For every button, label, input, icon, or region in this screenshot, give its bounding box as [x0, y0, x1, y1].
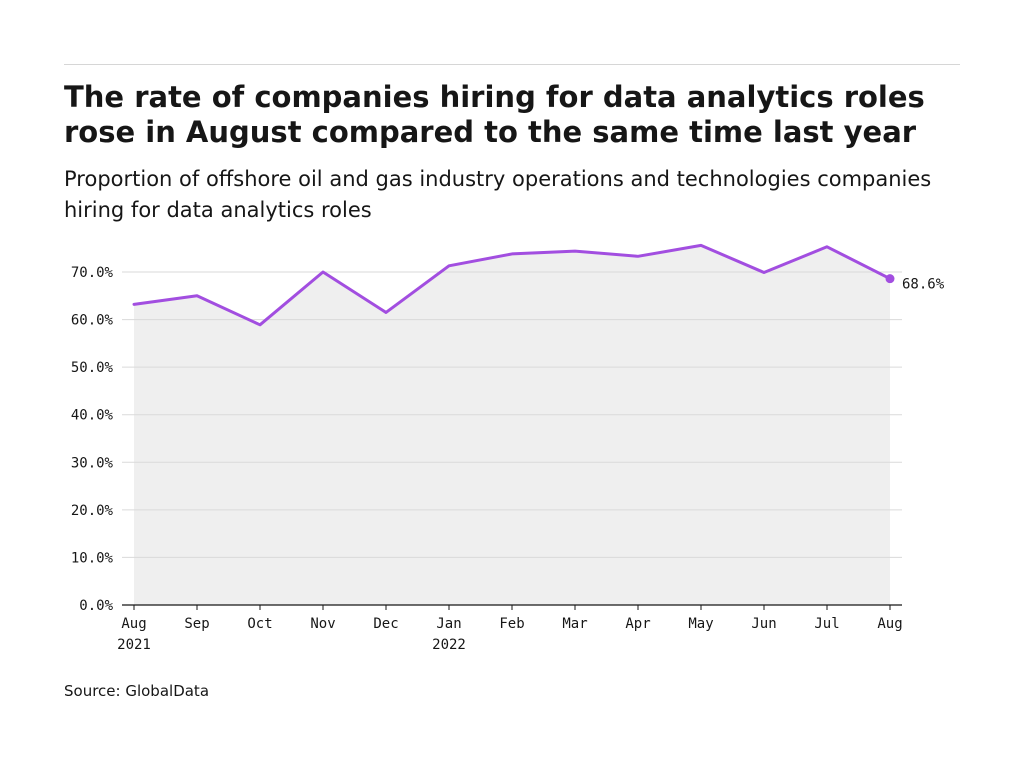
x-tick-label: Jan: [436, 616, 461, 632]
x-tick-label: Jun: [751, 616, 776, 632]
x-tick-label: Aug: [877, 616, 902, 632]
chart-title: The rate of companies hiring for data an…: [64, 80, 925, 149]
source-note: Source: GlobalData: [64, 682, 210, 700]
x-tick-label: 2022: [432, 637, 466, 653]
x-tick-label: Mar: [562, 616, 587, 632]
x-tick-label: May: [688, 616, 713, 632]
series-line: [132, 243, 892, 327]
x-tick-label: 2021: [117, 637, 151, 653]
x-tick-label: Sep: [184, 616, 209, 632]
top-divider: [64, 64, 960, 65]
y-tick-label: 70.0%: [71, 265, 114, 281]
plot-area: [134, 245, 890, 606]
x-tick-label: Jul: [814, 616, 839, 632]
x-tick-label: Nov: [310, 616, 335, 632]
y-tick-label: 30.0%: [71, 455, 114, 471]
chart-subtitle: Proportion of offshore oil and gas indus…: [64, 167, 932, 222]
y-tick-label: 20.0%: [71, 503, 114, 519]
x-tick-label: Aug: [121, 616, 146, 632]
y-tick-label: 0.0%: [79, 598, 113, 614]
end-point-marker: [885, 274, 895, 284]
x-tick-label: Oct: [247, 616, 272, 632]
y-tick-label: 40.0%: [71, 408, 114, 424]
x-tick-label: Dec: [373, 616, 398, 632]
y-tick-label: 60.0%: [71, 313, 114, 329]
y-tick-label: 10.0%: [71, 550, 114, 566]
x-tick-label: Apr: [625, 616, 650, 632]
end-value-label: 68.6%: [902, 277, 945, 293]
x-tick-label: Feb: [499, 616, 524, 632]
y-tick-label: 50.0%: [71, 360, 114, 376]
